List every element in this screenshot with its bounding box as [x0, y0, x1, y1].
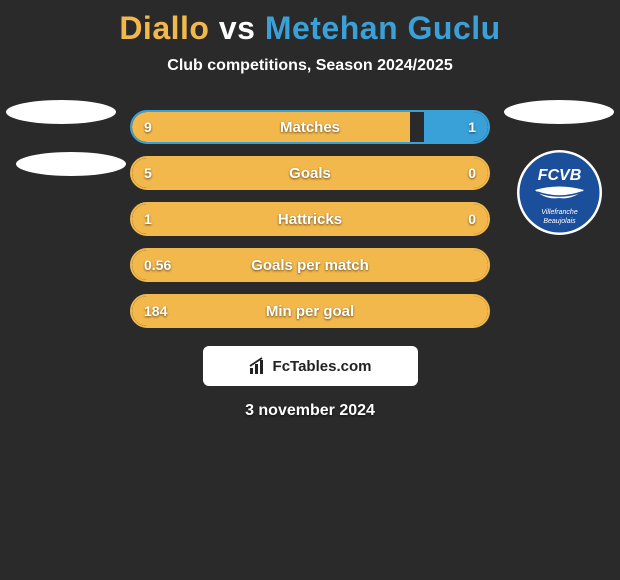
stat-row: Goals5 0 — [130, 156, 490, 190]
stat-value-left: 5 — [132, 158, 164, 188]
stat-value-left: 9 — [132, 112, 164, 142]
title-player-right: Metehan Guclu — [265, 10, 501, 46]
club-badge-right: FCVB Villefranche Beaujolais — [517, 150, 602, 235]
stat-row: Hattricks1 0 — [130, 202, 490, 236]
title-vs: vs — [219, 10, 256, 46]
decorative-oval — [16, 152, 126, 176]
brand-text: FcTables.com — [273, 358, 372, 375]
comparison-title: Diallo vs Metehan Guclu — [0, 0, 620, 47]
stat-row: Matches9 1 — [130, 110, 490, 144]
stat-value-right: 0 — [456, 204, 488, 234]
stat-value-left: 184 — [132, 296, 179, 326]
stat-label: Goals per match — [132, 250, 488, 280]
stat-row: Min per goal184 — [130, 294, 490, 328]
stat-label: Min per goal — [132, 296, 488, 326]
badge-line2: Villefranche — [541, 209, 578, 216]
stat-value-left: 0.56 — [132, 250, 183, 280]
stat-value-right: 1 — [456, 112, 488, 142]
badge-line1: FCVB — [538, 167, 582, 184]
brand-card: FcTables.com — [203, 346, 418, 386]
stat-label: Hattricks — [132, 204, 488, 234]
comparison-subtitle: Club competitions, Season 2024/2025 — [0, 57, 620, 75]
decorative-oval — [504, 100, 614, 124]
comparison-body: FCVB Villefranche Beaujolais Matches9 1 Go… — [0, 110, 620, 328]
stat-value-right: 0 — [456, 158, 488, 188]
stat-label: Matches — [132, 112, 488, 142]
title-player-left: Diallo — [119, 10, 209, 46]
footer-date: 3 november 2024 — [0, 402, 620, 420]
club-badge-icon: FCVB Villefranche Beaujolais — [517, 150, 602, 235]
stat-row: Goals per match0.56 — [130, 248, 490, 282]
decorative-oval — [6, 100, 116, 124]
stat-label: Goals — [132, 158, 488, 188]
stat-value-left: 1 — [132, 204, 164, 234]
badge-line3: Beaujolais — [543, 218, 576, 225]
chart-icon — [249, 357, 267, 375]
stat-rows: Matches91Goals50Hattricks10Goals per mat… — [130, 110, 490, 328]
